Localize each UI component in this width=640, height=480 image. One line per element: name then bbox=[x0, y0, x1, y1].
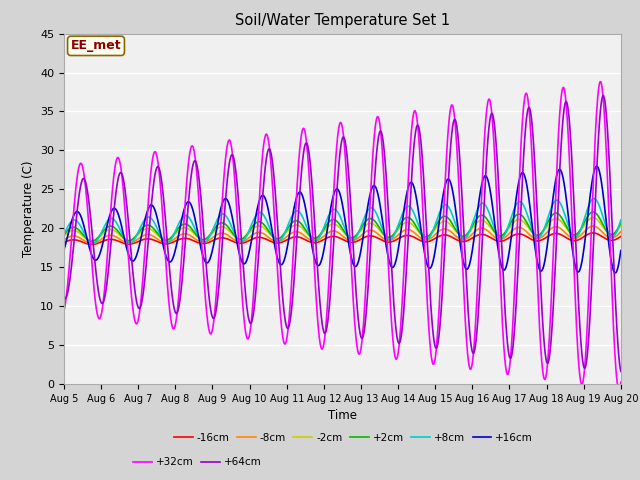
+32cm bbox=[358, 334, 366, 340]
-8cm bbox=[359, 231, 367, 237]
+32cm bbox=[568, 207, 575, 213]
+2cm bbox=[216, 221, 223, 227]
-16cm bbox=[504, 235, 512, 241]
+64cm bbox=[600, 93, 607, 98]
+2cm bbox=[584, 214, 591, 220]
-16cm bbox=[371, 234, 379, 240]
+8cm bbox=[89, 240, 97, 246]
-2cm bbox=[504, 226, 512, 232]
+64cm bbox=[617, 369, 625, 374]
+16cm bbox=[583, 220, 591, 226]
+8cm bbox=[568, 231, 575, 237]
+32cm bbox=[371, 131, 378, 137]
+8cm bbox=[359, 219, 367, 225]
+32cm bbox=[504, 371, 512, 377]
-2cm bbox=[88, 238, 96, 244]
-16cm bbox=[359, 235, 367, 241]
Line: +8cm: +8cm bbox=[64, 199, 621, 243]
+2cm bbox=[371, 218, 379, 224]
-8cm bbox=[568, 235, 575, 241]
Line: +2cm: +2cm bbox=[64, 212, 621, 241]
Line: +64cm: +64cm bbox=[64, 96, 621, 372]
X-axis label: Time: Time bbox=[328, 409, 357, 422]
Line: +16cm: +16cm bbox=[64, 166, 621, 273]
+16cm bbox=[60, 247, 68, 252]
-8cm bbox=[617, 229, 625, 235]
+16cm bbox=[611, 270, 619, 276]
-8cm bbox=[584, 226, 591, 232]
-16cm bbox=[60, 240, 68, 245]
-16cm bbox=[88, 241, 96, 247]
-8cm bbox=[589, 223, 596, 229]
-2cm bbox=[359, 226, 367, 231]
-2cm bbox=[216, 224, 223, 230]
Y-axis label: Temperature (C): Temperature (C) bbox=[22, 160, 35, 257]
+64cm bbox=[371, 178, 378, 183]
+32cm bbox=[596, 79, 604, 84]
+8cm bbox=[617, 217, 625, 223]
-16cm bbox=[568, 238, 575, 243]
+8cm bbox=[216, 213, 223, 219]
Line: -16cm: -16cm bbox=[64, 233, 621, 244]
Title: Soil/Water Temperature Set 1: Soil/Water Temperature Set 1 bbox=[235, 13, 450, 28]
+32cm bbox=[216, 246, 223, 252]
-8cm bbox=[88, 240, 96, 246]
-16cm bbox=[216, 235, 223, 241]
+64cm bbox=[583, 355, 591, 360]
+64cm bbox=[358, 335, 366, 341]
+16cm bbox=[593, 163, 601, 169]
+32cm bbox=[583, 328, 591, 334]
-16cm bbox=[617, 234, 625, 240]
+2cm bbox=[617, 220, 625, 226]
+16cm bbox=[216, 213, 223, 218]
+16cm bbox=[371, 183, 378, 189]
-16cm bbox=[584, 232, 591, 238]
Line: -8cm: -8cm bbox=[64, 226, 621, 243]
+16cm bbox=[358, 239, 366, 245]
Line: -2cm: -2cm bbox=[64, 217, 621, 241]
+2cm bbox=[60, 232, 68, 238]
+64cm bbox=[568, 151, 575, 157]
Legend: +32cm, +64cm: +32cm, +64cm bbox=[129, 453, 266, 472]
+16cm bbox=[568, 240, 575, 246]
-8cm bbox=[60, 237, 68, 243]
-2cm bbox=[589, 215, 596, 220]
-2cm bbox=[584, 218, 591, 224]
+8cm bbox=[60, 231, 68, 237]
-2cm bbox=[371, 222, 379, 228]
+8cm bbox=[371, 208, 379, 214]
Text: EE_met: EE_met bbox=[70, 39, 122, 52]
-8cm bbox=[216, 230, 223, 236]
-2cm bbox=[568, 231, 575, 237]
+16cm bbox=[504, 255, 512, 261]
+32cm bbox=[617, 379, 625, 385]
-2cm bbox=[617, 223, 625, 228]
+8cm bbox=[504, 223, 512, 229]
+8cm bbox=[590, 196, 598, 202]
-8cm bbox=[371, 229, 379, 235]
+32cm bbox=[615, 387, 623, 393]
+32cm bbox=[60, 307, 68, 313]
+2cm bbox=[359, 223, 367, 228]
-2cm bbox=[60, 233, 68, 239]
+64cm bbox=[504, 346, 512, 352]
+8cm bbox=[584, 207, 591, 213]
-8cm bbox=[504, 231, 512, 237]
+16cm bbox=[617, 248, 625, 253]
+64cm bbox=[60, 295, 68, 300]
+2cm bbox=[504, 224, 512, 230]
+64cm bbox=[216, 280, 223, 286]
+2cm bbox=[88, 238, 96, 244]
-16cm bbox=[589, 230, 597, 236]
Line: +32cm: +32cm bbox=[64, 82, 621, 390]
+2cm bbox=[589, 209, 596, 215]
+2cm bbox=[568, 231, 575, 237]
